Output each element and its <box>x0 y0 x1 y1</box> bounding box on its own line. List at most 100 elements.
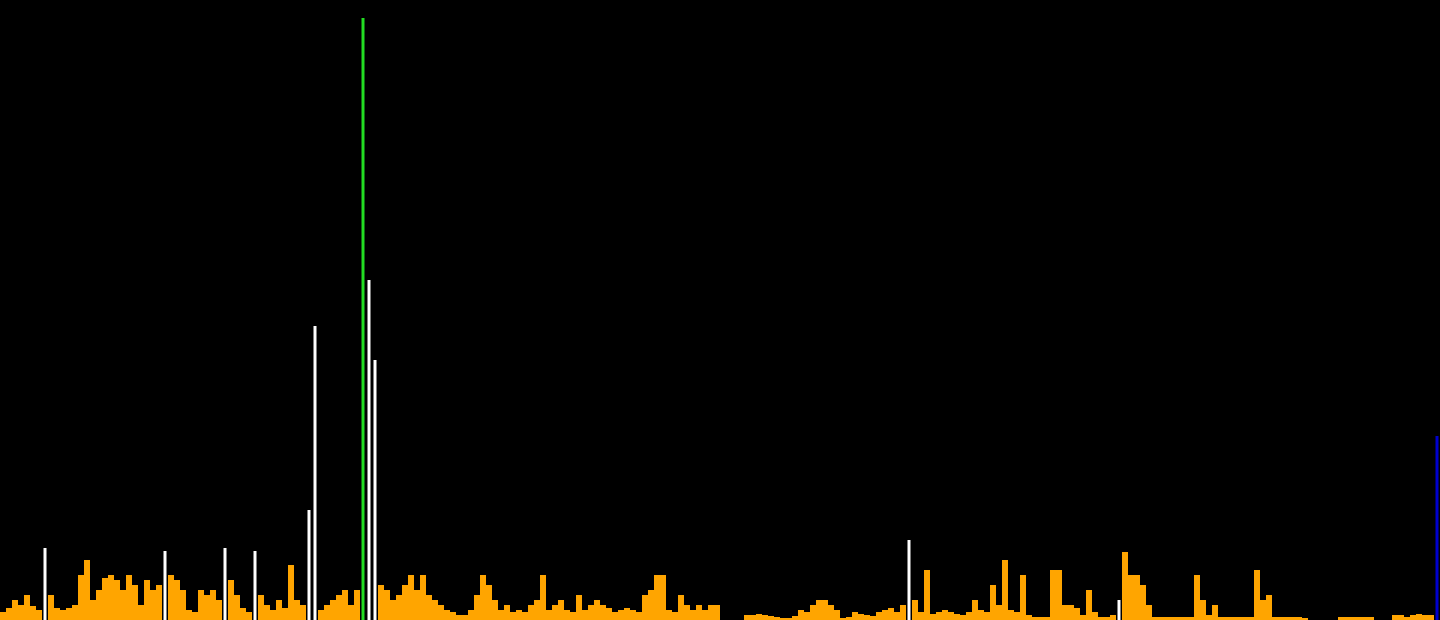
bar <box>414 590 420 620</box>
bar <box>1290 617 1296 620</box>
bar <box>1104 617 1110 620</box>
bar <box>636 612 642 620</box>
bar <box>1302 618 1308 620</box>
bar <box>1002 560 1008 620</box>
bar <box>498 610 504 620</box>
bar <box>6 608 12 620</box>
bar <box>1356 617 1362 620</box>
bar <box>756 614 762 620</box>
bar <box>1038 617 1044 620</box>
bar <box>648 590 654 620</box>
bar <box>828 605 834 620</box>
bar <box>486 585 492 620</box>
bar <box>966 612 972 620</box>
bar <box>1008 610 1014 620</box>
bar <box>1344 617 1350 620</box>
highlighted-bar <box>223 548 227 620</box>
bar <box>30 606 36 620</box>
bar <box>1224 617 1230 620</box>
bar <box>1422 615 1428 620</box>
bar <box>792 616 798 620</box>
bar <box>1176 617 1182 620</box>
bar <box>102 578 108 620</box>
bar <box>798 610 804 620</box>
bar <box>630 610 636 620</box>
bar <box>1014 612 1020 620</box>
bar <box>1278 617 1284 620</box>
bar <box>1416 614 1422 620</box>
bar <box>180 590 186 620</box>
bar <box>60 610 66 620</box>
bar <box>1020 575 1026 620</box>
bar <box>270 610 276 620</box>
bar <box>72 605 78 620</box>
bar <box>354 590 360 620</box>
bar <box>186 610 192 620</box>
bar <box>840 618 846 620</box>
highlighted-bar <box>361 18 365 620</box>
bar <box>78 575 84 620</box>
bar <box>894 612 900 620</box>
bar <box>84 560 90 620</box>
bar <box>918 612 924 620</box>
bar <box>1206 615 1212 620</box>
bar <box>384 590 390 620</box>
bar <box>258 595 264 620</box>
bar <box>516 610 522 620</box>
bar <box>684 605 690 620</box>
bar <box>534 600 540 620</box>
bar <box>492 600 498 620</box>
bar <box>1128 575 1134 620</box>
bar <box>912 600 918 620</box>
bar <box>150 590 156 620</box>
bar <box>156 585 162 620</box>
bar <box>408 575 414 620</box>
bar <box>1200 600 1206 620</box>
bar <box>402 585 408 620</box>
bar <box>882 610 888 620</box>
bar <box>36 610 42 620</box>
bar <box>1062 605 1068 620</box>
bar <box>546 610 552 620</box>
bar <box>192 612 198 620</box>
bar <box>690 610 696 620</box>
bar <box>468 610 474 620</box>
bar <box>954 614 960 620</box>
bar <box>1266 595 1272 620</box>
bar <box>1152 617 1158 620</box>
bar <box>348 605 354 620</box>
bar <box>978 610 984 620</box>
bar <box>1368 617 1374 620</box>
highlighted-bar <box>163 551 167 620</box>
bar <box>660 575 666 620</box>
bar <box>852 612 858 620</box>
bar <box>762 615 768 620</box>
bar <box>990 585 996 620</box>
bar <box>90 600 96 620</box>
bar <box>1086 590 1092 620</box>
bar <box>168 575 174 620</box>
bar <box>420 575 426 620</box>
highlighted-bar <box>907 540 911 620</box>
bar <box>426 595 432 620</box>
bar <box>1362 617 1368 620</box>
bar <box>558 600 564 620</box>
highlighted-bar <box>313 326 317 620</box>
bar <box>300 605 306 620</box>
bar <box>612 612 618 620</box>
bar <box>810 605 816 620</box>
highlighted-bar <box>373 360 377 620</box>
bar <box>1404 617 1410 620</box>
bar <box>948 612 954 620</box>
bar <box>324 605 330 620</box>
bar <box>582 610 588 620</box>
bar <box>1194 575 1200 620</box>
bar <box>1182 617 1188 620</box>
highlighted-bar <box>43 548 47 620</box>
bar <box>654 575 660 620</box>
bar <box>642 595 648 620</box>
bar <box>702 610 708 620</box>
bar <box>330 600 336 620</box>
bar <box>672 612 678 620</box>
